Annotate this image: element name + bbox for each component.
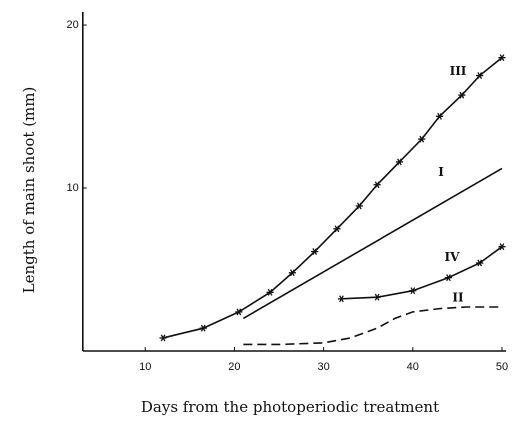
star-stroke: [356, 202, 362, 210]
y-tick-label: 10: [67, 182, 79, 194]
star-marker: [498, 243, 506, 251]
x-tick-label: 20: [228, 361, 240, 373]
star-marker: [418, 135, 426, 143]
star-marker: [395, 158, 404, 166]
star-marker: [266, 288, 274, 296]
star-stroke: [374, 293, 380, 301]
star-stroke: [410, 287, 416, 295]
star-stroke: [499, 54, 505, 62]
star-marker: [337, 295, 346, 303]
star-stroke: [290, 269, 295, 277]
series-label: IV: [445, 250, 461, 264]
star-marker: [498, 54, 506, 62]
star-stroke: [160, 334, 166, 342]
star-marker: [435, 112, 444, 120]
x-tick-label: 40: [407, 361, 419, 373]
series-label: III: [450, 64, 467, 78]
star-marker: [444, 274, 453, 282]
series-line: [242, 167, 503, 320]
star-marker: [159, 334, 167, 342]
star-marker: [409, 287, 417, 295]
star-stroke: [477, 72, 483, 80]
y-tick-label: 20: [67, 19, 79, 31]
star-stroke: [374, 181, 380, 189]
star-marker: [311, 248, 319, 256]
star-marker: [235, 308, 243, 316]
star-marker: [333, 225, 341, 233]
star-stroke: [334, 225, 340, 233]
y-axis-label: Length of main shoot (mm): [20, 87, 38, 294]
x-tick-label: 30: [317, 361, 329, 373]
star-marker: [199, 324, 207, 332]
star-marker: [373, 293, 381, 301]
star-marker: [288, 269, 296, 277]
star-stroke: [267, 288, 273, 296]
star-stroke: [437, 112, 442, 120]
series-line: [341, 246, 503, 300]
star-stroke: [477, 259, 483, 267]
star-stroke: [339, 295, 344, 303]
star-marker: [458, 91, 466, 99]
star-stroke: [499, 243, 505, 251]
star-stroke: [446, 274, 451, 282]
star-stroke: [419, 135, 425, 143]
star-stroke: [397, 158, 402, 166]
star-marker: [476, 72, 484, 80]
series-label: I: [438, 165, 444, 179]
star-stroke: [200, 324, 206, 332]
star-marker: [476, 259, 484, 267]
series-line: [243, 306, 502, 346]
star-stroke: [312, 248, 318, 256]
star-stroke: [236, 308, 242, 316]
star-marker: [373, 181, 381, 189]
x-axis-label: Days from the photoperiodic treatment: [141, 398, 439, 416]
star-stroke: [459, 91, 465, 99]
series-label: II: [452, 290, 464, 304]
star-marker: [355, 202, 363, 210]
x-tick-label: 10: [139, 361, 151, 373]
x-tick-label: 50: [496, 361, 508, 373]
